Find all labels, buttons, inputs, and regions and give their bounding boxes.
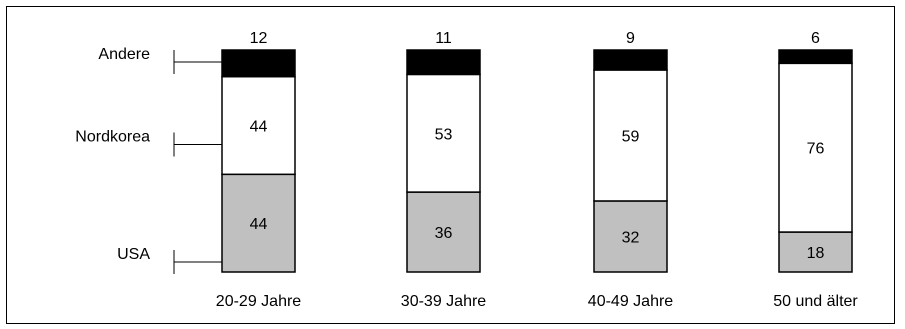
bar-segment-andere-4 (778, 49, 853, 65)
bar-segment-nordkorea-2 (406, 73, 481, 193)
category-label-3: 40-49 Jahre (588, 293, 673, 310)
value-label-andere-1: 12 (250, 30, 268, 47)
value-label-andere-2: 11 (435, 30, 452, 47)
bar-segment-usa-4 (778, 231, 853, 273)
bar-segment-nordkorea-3 (593, 69, 668, 202)
bar-segment-usa-2 (406, 191, 481, 273)
bar-segment-andere-2 (406, 49, 481, 76)
value-label-andere-3: 9 (626, 30, 635, 47)
value-label-usa-4: 18 (807, 245, 825, 262)
category-label-2: 30-39 Jahre (401, 293, 486, 310)
bar-segment-usa-3 (593, 200, 668, 273)
bar-segment-andere-3 (593, 49, 668, 71)
legend-label-nordkorea: Nordkorea (75, 128, 150, 145)
legend-label-andere: Andere (98, 46, 150, 63)
category-label-1: 20-29 Jahre (216, 293, 301, 310)
value-label-nordkorea-3: 59 (622, 128, 640, 145)
value-label-usa-2: 36 (435, 225, 453, 242)
value-label-nordkorea-2: 53 (435, 126, 453, 143)
value-label-nordkorea-1: 44 (250, 118, 268, 135)
value-label-usa-1: 44 (250, 216, 268, 233)
category-label-4: 50 und älter (773, 293, 858, 310)
bar-segment-nordkorea-4 (778, 62, 853, 233)
bar-segment-andere-1 (221, 49, 296, 78)
value-label-usa-3: 32 (622, 229, 640, 246)
legend-label-usa: USA (117, 246, 150, 263)
value-label-andere-4: 6 (811, 30, 820, 47)
bar-segment-usa-1 (221, 173, 296, 273)
value-label-nordkorea-4: 76 (807, 141, 825, 158)
